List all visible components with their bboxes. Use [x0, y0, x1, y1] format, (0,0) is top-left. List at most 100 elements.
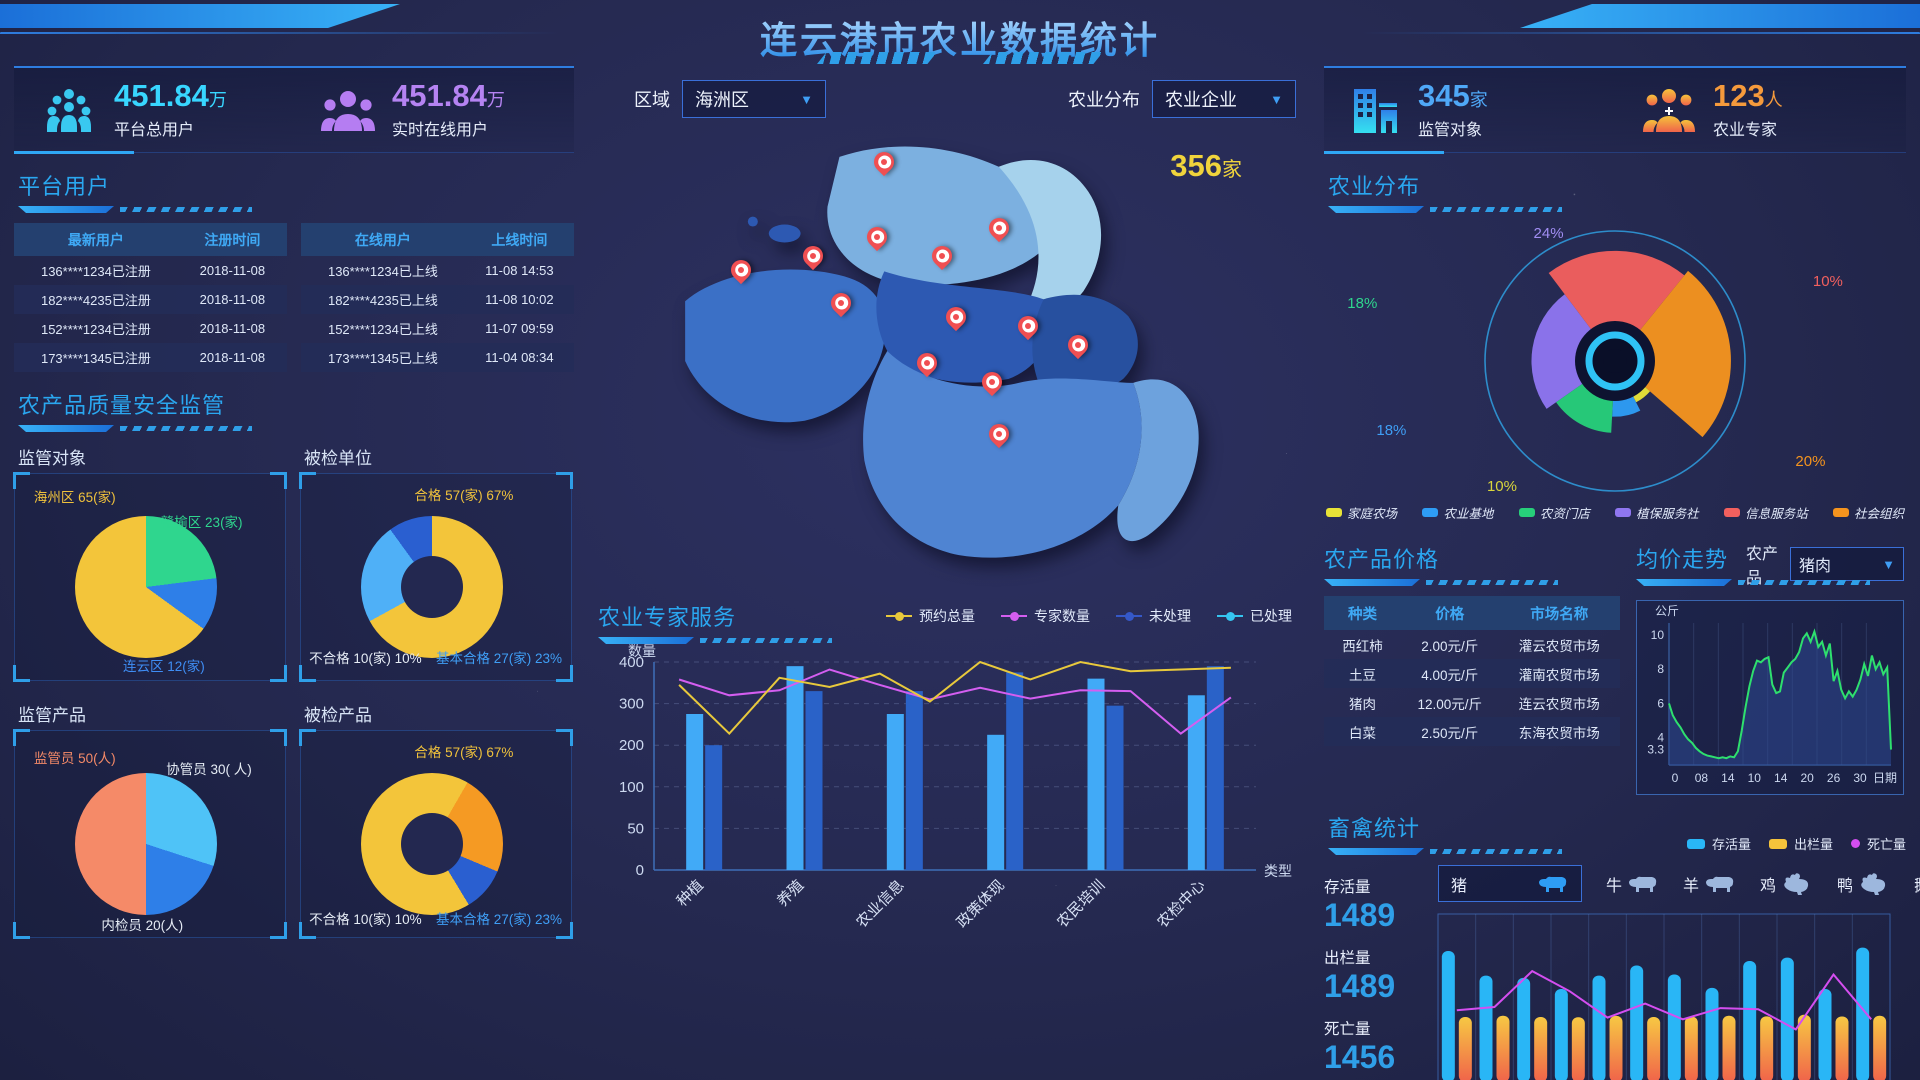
experts-icon	[1643, 89, 1695, 132]
svg-text:种植: 种植	[674, 877, 707, 910]
svg-text:6: 6	[1657, 696, 1664, 710]
distribution-section-title: 农业分布	[1328, 169, 1906, 213]
chart-title: 被检产品	[304, 706, 372, 725]
legend-swatch	[1422, 508, 1439, 517]
platform-users-section-title: 平台用户	[18, 169, 574, 213]
table-row: 136****1234已注册 2018-11-08	[40, 263, 266, 279]
map-pin[interactable]	[827, 288, 856, 317]
region-label: 区域	[634, 90, 670, 110]
supervise-objects-chart: 监管对象 海州区 65(家) 赣榆区 23(家) 连云区 12(家)	[13, 438, 287, 682]
death-value: 1456	[1324, 1038, 1396, 1075]
map-pin[interactable]	[1013, 311, 1043, 341]
map-pin[interactable]	[942, 302, 971, 331]
map-pin[interactable]	[985, 419, 1014, 448]
legend-item[interactable]: 农资门店	[1518, 503, 1590, 522]
product-select[interactable]: 猪肉 ▼	[1790, 547, 1904, 581]
legend-item[interactable]: 未处理	[1116, 606, 1191, 626]
legend-item[interactable]: 已处理	[1217, 606, 1292, 626]
online-users-value: 451.84万	[392, 78, 505, 113]
chart-label: 18%	[1347, 295, 1378, 313]
animal-selector: 猪牛羊鸡鸭鹅	[1438, 865, 1920, 902]
legend-swatch	[1686, 838, 1705, 849]
chevron-down-icon: ▼	[1270, 91, 1283, 107]
experts-label: 农业专家	[1713, 122, 1778, 139]
chart-label: 10%	[1486, 478, 1517, 496]
animal-goose[interactable]: 鹅	[1914, 871, 1920, 896]
svg-text:30: 30	[1853, 771, 1867, 785]
map-pin[interactable]	[870, 148, 899, 177]
animal-chicken[interactable]: 鸡	[1760, 871, 1813, 896]
legend-item[interactable]: 家庭农场	[1326, 503, 1397, 522]
map-pin[interactable]	[913, 349, 942, 378]
animal-pig[interactable]: 猪	[1438, 865, 1582, 902]
map-pin[interactable]	[985, 213, 1014, 242]
chart-label: 内检员 20(人)	[101, 918, 184, 934]
region-select[interactable]: 海洲区 ▼	[682, 80, 826, 118]
distribution-select[interactable]: 农业企业 ▼	[1152, 80, 1296, 118]
price-table: 种类 价格 市场名称 西红柿 2.00元/斤 灌云农贸市场 土豆 4.00元/斤 灌南农贸市场猪…	[1324, 596, 1620, 746]
online-users-icon	[321, 91, 375, 131]
legend-swatch	[1116, 611, 1142, 621]
legend-swatch	[1615, 508, 1632, 517]
out-label: 出栏量	[1324, 949, 1371, 967]
map-pin[interactable]	[726, 255, 755, 284]
map-pin[interactable]	[927, 241, 956, 270]
chart-label: 24%	[1533, 224, 1564, 242]
center-panel: 区域 海洲区 ▼ 农业分布 农业企业 ▼ 356家	[590, 66, 1308, 1072]
map-pin[interactable]	[863, 222, 892, 252]
svg-text:14: 14	[1774, 771, 1788, 785]
map-pin[interactable]	[977, 367, 1007, 397]
table-header: 最新用户 注册时间	[14, 223, 287, 256]
chart-label: 18%	[1376, 422, 1407, 440]
supervision-stats-strip: 345家 监管对象 123人 农业专家	[1324, 66, 1906, 154]
table-row: 西红柿 2.00元/斤 灌云农贸市场	[1342, 638, 1600, 654]
chevron-down-icon: ▼	[800, 91, 813, 107]
inspected-units-chart: 被检单位 合格 57(家) 67% 不合格 10(家) 10% 基本合格 27(家)…	[299, 438, 573, 682]
legend-item[interactable]: 死亡量	[1850, 834, 1906, 853]
svg-text:数量: 数量	[628, 644, 656, 659]
table-row: 173****1345已注册 2018-11-08	[14, 343, 287, 372]
svg-text:100: 100	[619, 779, 644, 796]
table-row: 猪肉 12.00元/斤 连云农贸市场	[1348, 696, 1600, 712]
legend-item[interactable]: 出栏量	[1768, 834, 1833, 853]
svg-text:26: 26	[1827, 771, 1841, 785]
legend-item[interactable]: 信息服务站	[1724, 503, 1808, 522]
header-line-right	[1359, 32, 1920, 34]
trend-block: 均价走势 农产品 猪肉 ▼ 公斤 10 8 6 4 3.3 0 08 14 10 14 20 26 30 日期	[1636, 526, 1904, 795]
distribution-legend: 家庭农场 农业基地 农资门店 植保服务社 信息服务站 社会组织	[1326, 503, 1904, 522]
legend-swatch	[1518, 508, 1535, 517]
price-trend-chart: 公斤 10 8 6 4 3.3 0 08 14 10 14 20 26 30 日期	[1636, 600, 1904, 795]
svg-text:公斤: 公斤	[1655, 604, 1679, 618]
building-icon	[1354, 89, 1397, 133]
svg-text:200: 200	[619, 737, 644, 754]
svg-text:0: 0	[1672, 771, 1679, 785]
animal-cow[interactable]: 牛	[1606, 871, 1659, 896]
online-users-stat: 451.84万 实时在线用户	[294, 80, 574, 140]
expert-legend: 预约总量 专家数量 未处理 已处理	[886, 606, 1292, 626]
sheep-icon	[1706, 876, 1734, 892]
svg-text:50: 50	[627, 820, 644, 837]
chevron-down-icon: ▼	[1882, 556, 1895, 572]
legend-item[interactable]: 专家数量	[1001, 606, 1090, 626]
animal-sheep[interactable]: 羊	[1683, 871, 1736, 896]
legend-item[interactable]: 社会组织	[1832, 503, 1904, 522]
register-table: 最新用户 注册时间 136****1234已注册 2018-11-08 182****4…	[14, 223, 287, 372]
legend-swatch	[1832, 508, 1849, 517]
legend-item[interactable]: 植保服务社	[1615, 503, 1699, 522]
legend-item[interactable]: 预约总量	[886, 606, 975, 626]
supervise-products-chart: 监管产品 监管员 50(人) 协管员 30( 人) 内检员 20(人)	[13, 695, 287, 939]
animal-duck[interactable]: 鸭	[1837, 871, 1890, 896]
svg-text:10: 10	[1651, 628, 1665, 642]
legend-item[interactable]: 农业基地	[1422, 503, 1493, 522]
pie-chart	[75, 516, 217, 658]
duck-icon	[1861, 873, 1886, 895]
svg-text:10: 10	[1748, 771, 1762, 785]
header: 连云港市农业数据统计	[0, 0, 1920, 64]
header-segment-decor	[817, 52, 1103, 64]
header-decor-left	[0, 4, 400, 28]
legend-item[interactable]: 存活量	[1686, 834, 1751, 853]
map-pin[interactable]	[798, 241, 827, 270]
chart-label: 基本合格 27(家) 23%	[436, 651, 563, 667]
map-pin[interactable]	[1064, 330, 1093, 359]
